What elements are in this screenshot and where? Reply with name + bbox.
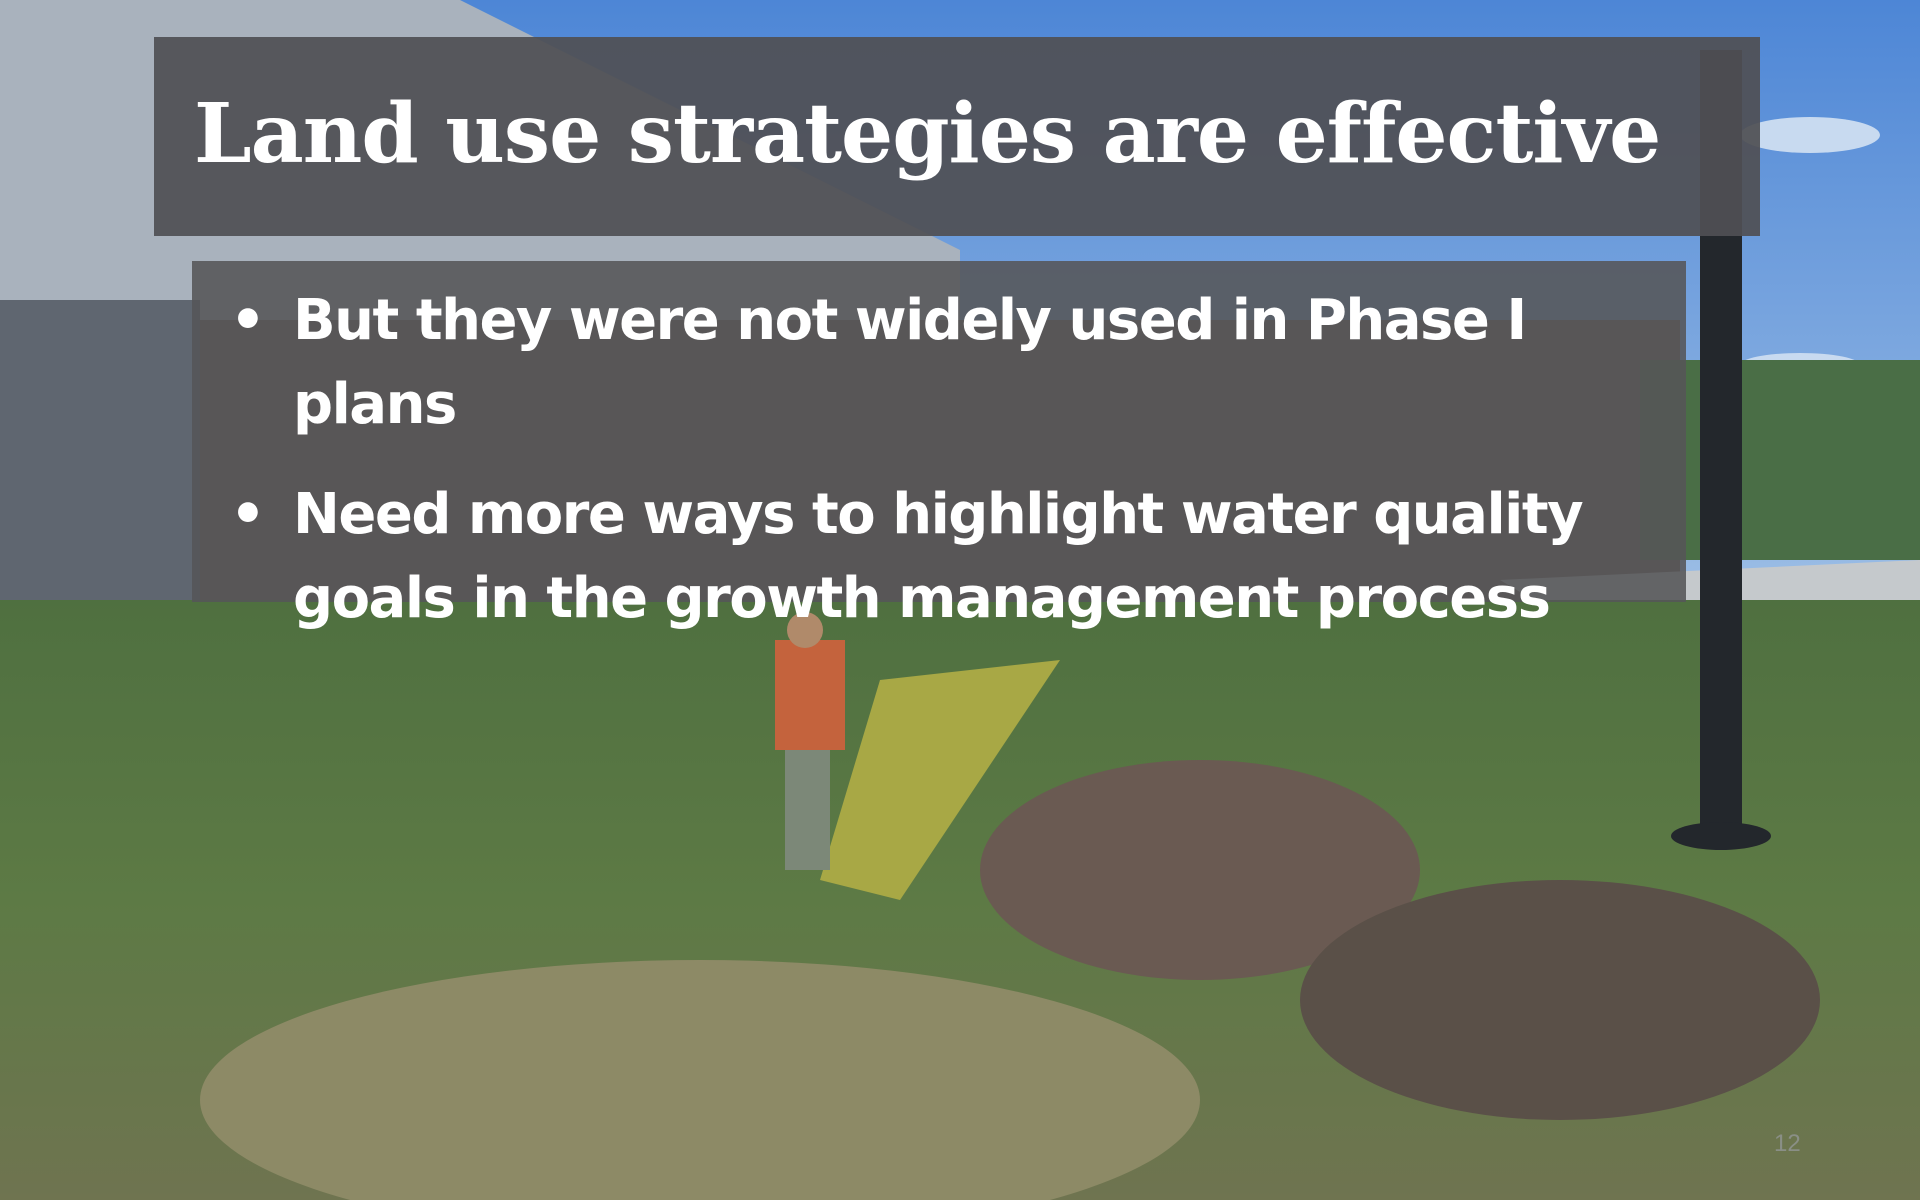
page-number: 12 bbox=[1774, 1130, 1801, 1157]
bullet-item: Need more ways to highlight water qualit… bbox=[192, 473, 1672, 641]
bullet-list: But they were not widely used in Phase I… bbox=[192, 279, 1672, 667]
content-box: But they were not widely used in Phase I… bbox=[192, 261, 1686, 631]
title-box: Land use strategies are effective bbox=[154, 37, 1760, 236]
slide-title: Land use strategies are effective bbox=[194, 86, 1661, 182]
bullet-item: But they were not widely used in Phase I… bbox=[192, 279, 1672, 447]
